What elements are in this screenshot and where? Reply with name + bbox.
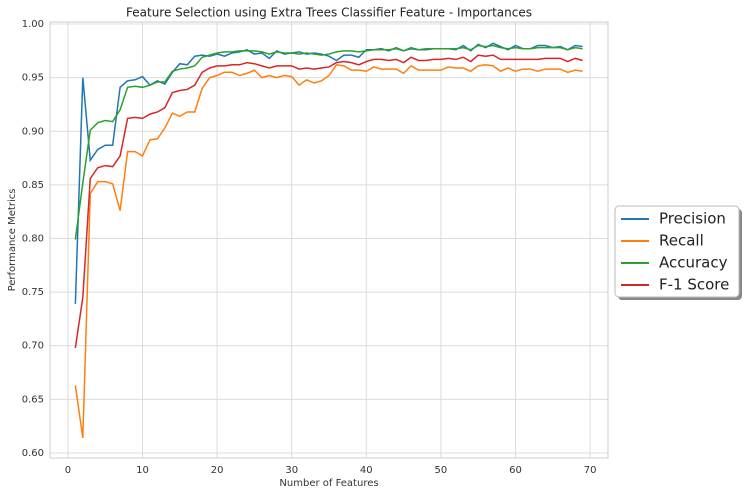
legend-label: Recall [659, 232, 704, 250]
x-tick-label: 50 [435, 465, 448, 476]
x-tick-label: 70 [584, 465, 597, 476]
line [74, 44, 583, 240]
x-tick-label: 10 [136, 465, 149, 476]
line [74, 54, 583, 348]
y-tick-label: 0.60 [22, 448, 44, 459]
line [74, 42, 583, 304]
x-tick-label: 60 [509, 465, 522, 476]
legend-label: F-1 Score [659, 276, 729, 294]
y-tick-label: 0.80 [22, 233, 44, 244]
y-tick-label: 0.70 [22, 341, 44, 352]
line [74, 63, 583, 439]
plot-frame [49, 21, 609, 459]
y-tick-label: 0.85 [22, 180, 44, 191]
legend-label: Precision [659, 210, 726, 228]
x-axis-label: Number of Features [279, 478, 378, 489]
x-tick-label: 40 [360, 465, 373, 476]
y-axis-label: Performance Metrics [7, 189, 18, 292]
x-tick-label: 30 [285, 465, 298, 476]
y-tick-label: 0.65 [22, 394, 44, 405]
y-tick-label: 0.95 [22, 73, 44, 84]
y-tick-label: 0.90 [22, 126, 44, 137]
x-tick-label: 0 [65, 465, 71, 476]
legend-label: Accuracy [659, 254, 728, 272]
y-tick-label: 1.00 [22, 19, 44, 30]
chart-title: Feature Selection using Extra Trees Clas… [126, 6, 532, 20]
legend [614, 205, 740, 298]
y-tick-label: 0.75 [22, 287, 44, 298]
x-tick-label: 20 [211, 465, 224, 476]
